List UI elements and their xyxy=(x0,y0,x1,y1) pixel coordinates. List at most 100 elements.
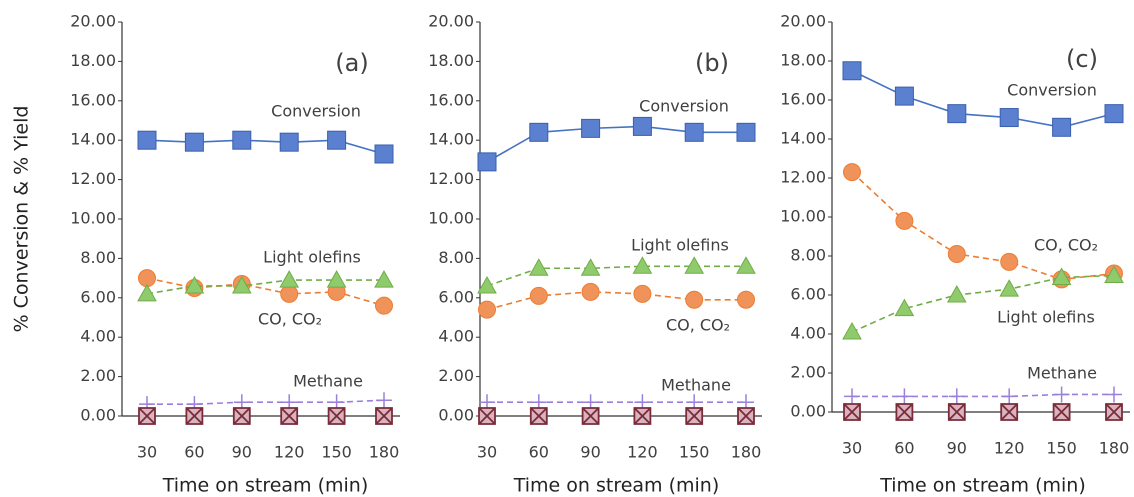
y-tick-label: 16.00 xyxy=(428,90,474,109)
marker xyxy=(895,87,913,105)
x-tick-label: 150 xyxy=(1046,439,1077,458)
marker xyxy=(1054,404,1070,420)
marker xyxy=(1001,388,1017,404)
y-tick-label: 8.00 xyxy=(790,246,826,265)
y-tick-label: 14.00 xyxy=(70,130,116,149)
marker xyxy=(582,283,599,300)
x-axis-label: Time on stream (min) xyxy=(513,475,720,497)
marker xyxy=(896,212,913,229)
marker xyxy=(844,164,861,181)
x-tick-label: 90 xyxy=(580,443,600,462)
marker xyxy=(843,62,861,80)
marker xyxy=(376,392,392,408)
marker xyxy=(1001,253,1018,270)
marker xyxy=(948,105,966,123)
marker xyxy=(948,286,966,302)
series-line xyxy=(487,126,746,161)
marker xyxy=(479,301,496,318)
marker xyxy=(328,131,346,149)
x-tick-label: 60 xyxy=(894,439,914,458)
y-tick-label: 2.00 xyxy=(790,363,826,382)
x-tick-label: 180 xyxy=(369,443,400,462)
marker xyxy=(376,297,393,314)
y-tick-label: 0.00 xyxy=(80,406,116,425)
marker xyxy=(949,404,965,420)
x-tick-label: 60 xyxy=(184,443,204,462)
x-tick-label: 60 xyxy=(529,443,549,462)
marker xyxy=(738,408,754,424)
marker xyxy=(737,257,755,273)
y-axis-label: % Conversion & % Yield xyxy=(11,106,33,333)
x-tick-label: 150 xyxy=(321,443,352,462)
marker xyxy=(685,257,703,273)
y-tick-label: 2.00 xyxy=(438,366,474,385)
marker xyxy=(633,257,651,273)
marker xyxy=(375,271,393,287)
y-tick-label: 10.00 xyxy=(428,209,474,228)
marker xyxy=(686,291,703,308)
marker xyxy=(138,131,156,149)
y-tick-label: 16.00 xyxy=(70,90,116,109)
marker xyxy=(185,133,203,151)
series-label: CO, CO₂ xyxy=(666,316,730,335)
series-label: Conversion xyxy=(639,97,729,116)
marker xyxy=(737,123,755,141)
chart: 0.00 2.00 4.00 6.00 8.00 10.00 12.00 14.00 16.00… xyxy=(0,0,1134,497)
marker xyxy=(280,271,298,287)
y-tick-label: 0.00 xyxy=(790,402,826,421)
series-label: Conversion xyxy=(1007,81,1097,100)
x-tick-label: 30 xyxy=(137,443,157,462)
x-axis-label: Time on stream (min) xyxy=(162,475,369,497)
x-tick-label: 90 xyxy=(947,439,967,458)
panel-title: (b) xyxy=(695,49,729,77)
y-tick-label: 0.00 xyxy=(438,406,474,425)
marker xyxy=(738,291,755,308)
y-tick-label: 4.00 xyxy=(80,327,116,346)
panel: 0.002.004.006.008.0010.0012.0014.0016.00… xyxy=(428,12,762,497)
y-tick-label: 14.00 xyxy=(780,129,826,148)
marker xyxy=(233,131,251,149)
x-axis-label: Time on stream (min) xyxy=(879,475,1086,497)
marker xyxy=(1106,386,1122,402)
marker xyxy=(1054,386,1070,402)
y-tick-label: 14.00 xyxy=(428,130,474,149)
series-label: Light olefins xyxy=(997,308,1095,327)
y-tick-label: 10.00 xyxy=(70,209,116,228)
y-tick-label: 6.00 xyxy=(790,285,826,304)
marker xyxy=(1053,118,1071,136)
marker xyxy=(478,153,496,171)
y-tick-label: 12.00 xyxy=(428,169,474,188)
marker xyxy=(843,323,861,339)
y-tick-label: 2.00 xyxy=(80,366,116,385)
marker xyxy=(1106,404,1122,420)
marker xyxy=(234,408,250,424)
y-tick-label: 20.00 xyxy=(428,12,474,31)
marker xyxy=(844,388,860,404)
series-line xyxy=(147,400,384,404)
series-line xyxy=(147,280,384,294)
y-tick-label: 20.00 xyxy=(70,12,116,31)
marker xyxy=(186,408,202,424)
y-tick-label: 6.00 xyxy=(438,287,474,306)
marker xyxy=(281,285,298,302)
marker xyxy=(375,145,393,163)
y-tick-label: 18.00 xyxy=(70,51,116,70)
y-tick-label: 4.00 xyxy=(790,324,826,343)
marker xyxy=(281,408,297,424)
series-line xyxy=(487,266,746,286)
marker xyxy=(949,388,965,404)
marker xyxy=(634,408,650,424)
x-tick-label: 180 xyxy=(1099,439,1130,458)
marker xyxy=(328,271,346,287)
y-tick-label: 12.00 xyxy=(70,169,116,188)
marker xyxy=(1105,105,1123,123)
y-tick-label: 6.00 xyxy=(80,287,116,306)
y-tick-label: 18.00 xyxy=(428,51,474,70)
panel: 0.002.004.006.008.0010.0012.0014.0016.00… xyxy=(11,12,401,497)
series-line xyxy=(852,172,1114,279)
series-label: Light olefins xyxy=(631,236,729,255)
marker xyxy=(329,408,345,424)
x-tick-label: 120 xyxy=(274,443,305,462)
marker xyxy=(1001,404,1017,420)
series-label: Methane xyxy=(661,376,731,395)
